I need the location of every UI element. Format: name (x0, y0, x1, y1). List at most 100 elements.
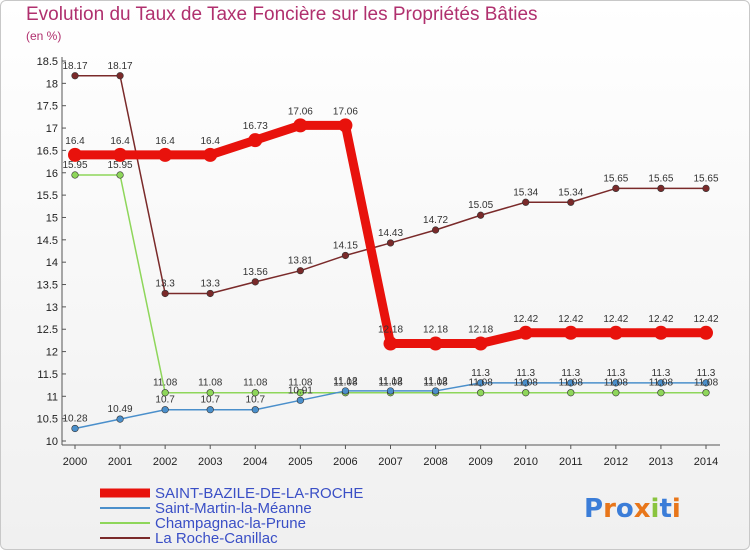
data-point (702, 184, 710, 193)
data-label: 12.42 (648, 314, 673, 325)
x-tick-label: 2007 (378, 456, 402, 468)
data-label: 11.08 (198, 378, 223, 389)
data-point (702, 379, 710, 387)
data-label: 15.95 (62, 160, 87, 171)
data-point (341, 251, 350, 260)
data-label: 16.4 (65, 136, 85, 147)
data-label: 12.42 (558, 314, 583, 325)
data-point (338, 118, 353, 133)
data-label: 10.28 (62, 413, 87, 424)
data-point (522, 198, 530, 206)
data-point (203, 147, 218, 162)
logo-letter: x (634, 494, 651, 524)
data-point (113, 147, 128, 162)
data-point (116, 415, 124, 423)
data-point (71, 171, 79, 179)
data-label: 15.65 (648, 173, 673, 184)
data-point (612, 184, 620, 193)
data-point (522, 389, 530, 397)
data-label: 16.4 (110, 136, 130, 147)
data-point (702, 389, 710, 397)
data-point (383, 336, 398, 351)
data-label: 14.43 (378, 228, 403, 239)
data-label: 10.7 (246, 395, 266, 406)
y-tick-label: 14.5 (37, 235, 58, 247)
data-point (158, 147, 173, 162)
data-label: 14.72 (423, 215, 448, 226)
data-label: 11.3 (606, 368, 625, 379)
data-point (567, 379, 575, 387)
data-label: 15.34 (513, 187, 538, 198)
y-tick-label: 14 (46, 257, 58, 269)
y-tick-label: 15 (46, 212, 58, 224)
y-tick-label: 11 (47, 391, 58, 403)
data-label: 11.08 (333, 378, 358, 389)
data-label: 13.3 (155, 278, 175, 289)
data-point (567, 198, 575, 206)
data-label: 11.08 (559, 378, 584, 389)
data-label: 15.65 (603, 173, 628, 184)
y-tick-label: 18 (46, 78, 58, 90)
x-tick-label: 2003 (198, 456, 222, 468)
data-point (116, 72, 124, 80)
data-point (71, 424, 79, 433)
data-point (567, 389, 575, 397)
data-label: 11.08 (604, 378, 629, 389)
data-point (68, 147, 82, 162)
logo-letter: o (616, 494, 634, 524)
logo-letter: P (584, 494, 603, 524)
data-point (251, 278, 259, 286)
x-tick-label: 2002 (153, 456, 177, 468)
data-label: 11.08 (468, 378, 493, 389)
data-label: 12.18 (378, 325, 403, 336)
x-tick-label: 2005 (288, 456, 312, 468)
data-label: 11.3 (697, 368, 716, 379)
y-tick-label: 13 (46, 302, 58, 314)
data-point (206, 389, 214, 397)
data-label: 11.08 (649, 378, 674, 389)
data-point (296, 396, 304, 404)
x-tick-label: 2010 (513, 456, 537, 468)
data-point (293, 118, 308, 133)
data-point (251, 406, 259, 414)
y-tick-label: 17.5 (37, 101, 58, 113)
data-label: 12.18 (468, 325, 493, 336)
data-label: 11.08 (514, 378, 539, 389)
data-point (296, 267, 304, 275)
data-point (477, 379, 485, 387)
data-point (477, 211, 485, 219)
data-point (653, 325, 668, 340)
x-tick-label: 2004 (243, 456, 267, 468)
y-tick-label: 16.5 (37, 145, 58, 157)
data-label: 11.08 (153, 378, 178, 389)
data-label: 11.08 (694, 378, 719, 389)
data-point (518, 325, 533, 340)
data-label: 18.17 (108, 61, 133, 72)
y-tick-label: 10 (46, 436, 58, 448)
data-point (612, 379, 620, 387)
x-tick-label: 2000 (63, 456, 87, 468)
data-label: 15.05 (468, 200, 493, 211)
data-point (473, 336, 488, 351)
chart-unit: (en %) (26, 29, 62, 43)
logo-letter: t (659, 494, 671, 524)
data-label: 13.3 (200, 278, 220, 289)
y-tick-label: 15.5 (37, 190, 58, 202)
data-point (161, 389, 169, 397)
data-label: 12.42 (603, 314, 628, 325)
data-label: 11.08 (378, 378, 403, 389)
y-tick-label: 17 (46, 123, 58, 135)
legend-label: SAINT-BAZILE-DE-LA-ROCHE (155, 485, 363, 502)
data-label: 17.06 (333, 106, 358, 117)
x-tick-label: 2006 (333, 456, 357, 468)
logo-letter: i (672, 494, 681, 524)
series-points (68, 72, 713, 433)
x-axis-ticks: 2000 2001 2002 2003 2004 2005 2006 2007 2008 2009… (63, 445, 718, 468)
data-label: 14.15 (333, 240, 358, 251)
data-point (206, 289, 214, 298)
data-label: 11.12 (423, 376, 448, 387)
data-point (477, 389, 485, 397)
legend: SAINT-BAZILE-DE-LA-ROCHESaint-Martin-la-… (100, 485, 363, 547)
data-label: 18.17 (62, 61, 87, 72)
